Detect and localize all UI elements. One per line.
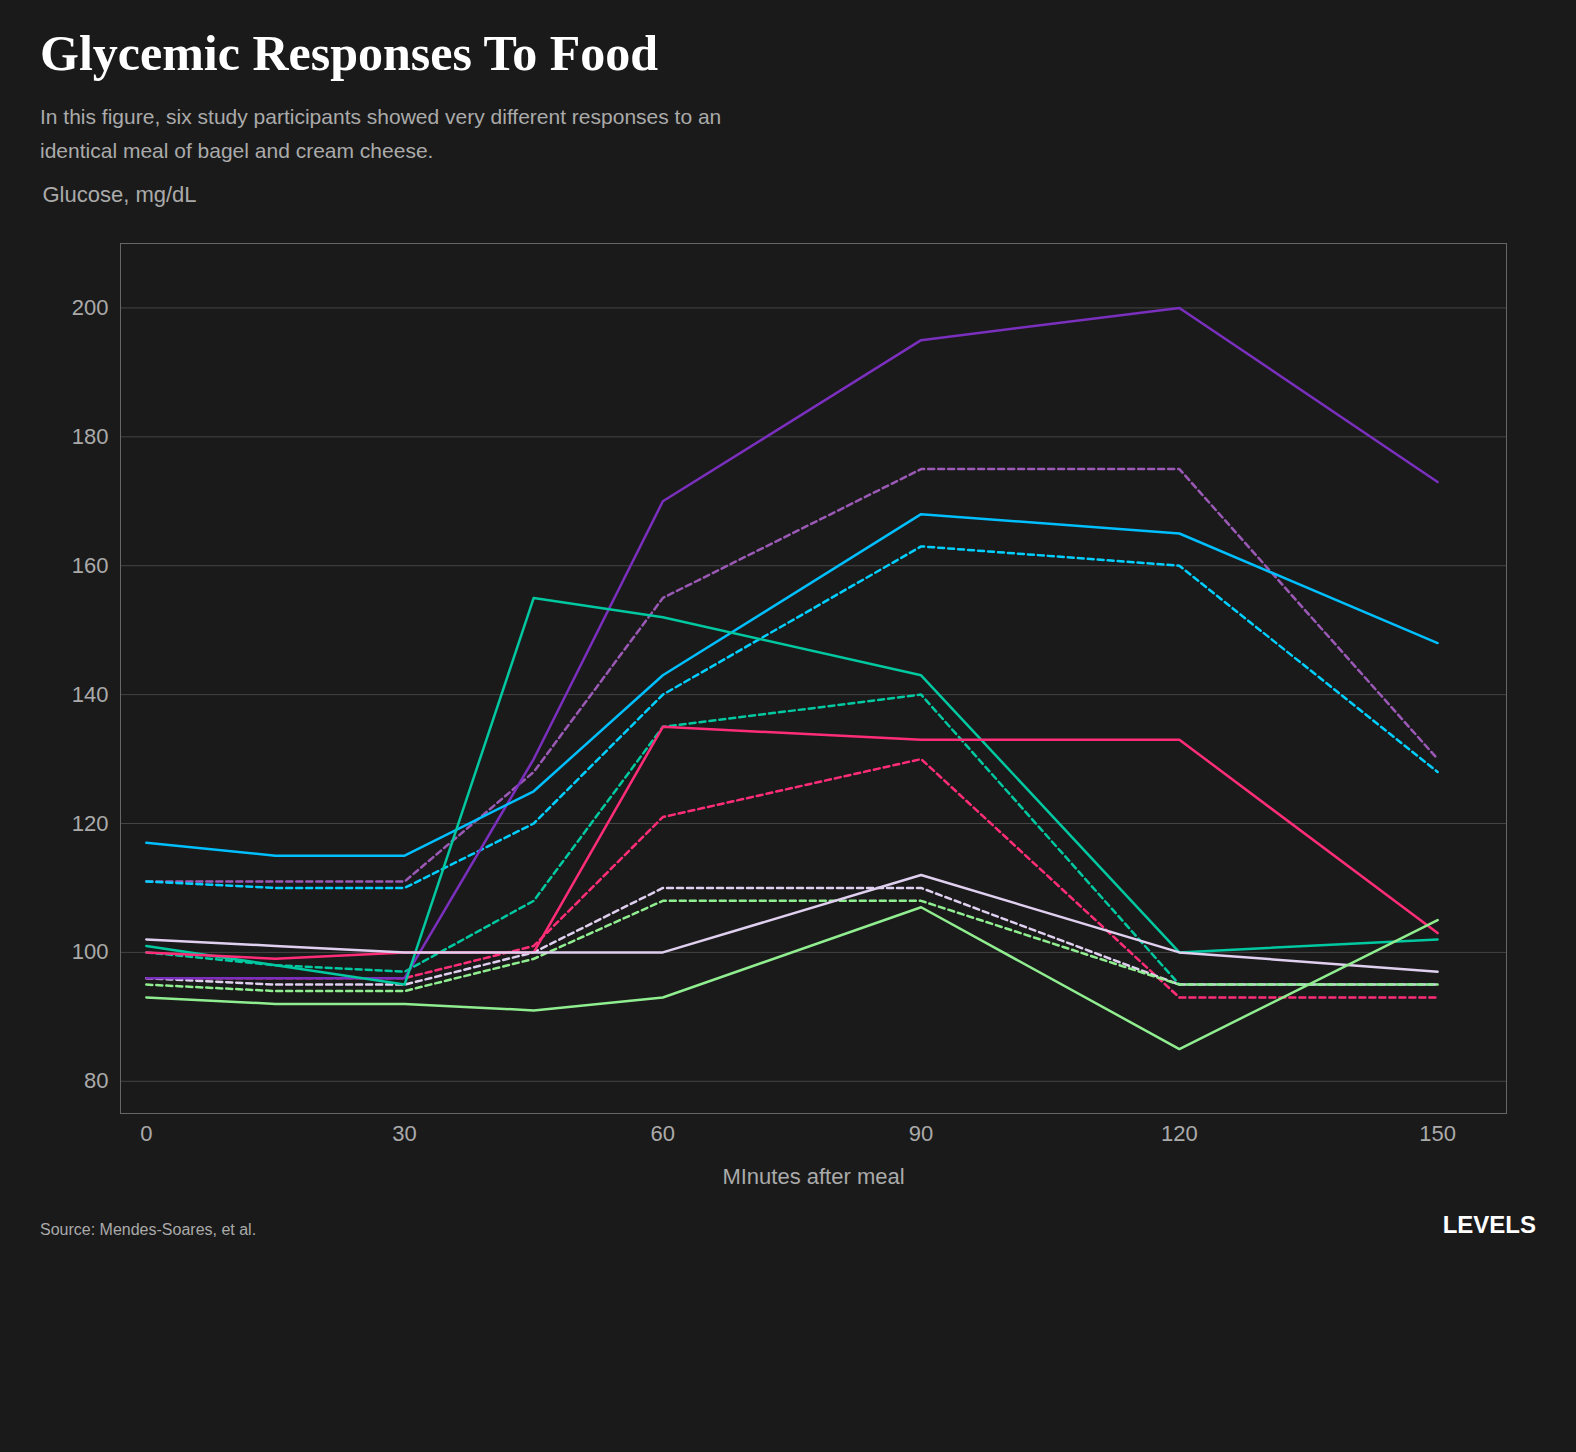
svg-text:160: 160 — [72, 553, 109, 578]
svg-text:90: 90 — [909, 1121, 933, 1146]
svg-text:200: 200 — [72, 295, 109, 320]
svg-text:Glucose, mg/dL: Glucose, mg/dL — [43, 183, 197, 207]
svg-text:80: 80 — [84, 1069, 108, 1094]
svg-text:60: 60 — [651, 1121, 675, 1146]
html-text:Glycemic Responses To Food: Glycemic Responses To Food — [40, 25, 659, 81]
svg-text:MInutes after meal: MInutes after meal — [722, 1164, 904, 1189]
svg-text:150: 150 — [1419, 1121, 1456, 1146]
svg-text:0: 0 — [140, 1121, 152, 1146]
html-text:LEVELS: LEVELS — [1442, 1211, 1536, 1239]
svg-text:120: 120 — [1161, 1121, 1198, 1146]
html-text:In this figure, six study part: In this figure, six study participants s… — [40, 105, 722, 162]
svg-text:100: 100 — [72, 940, 109, 965]
svg-text:180: 180 — [72, 424, 109, 449]
svg-text:30: 30 — [392, 1121, 416, 1146]
svg-text:120: 120 — [72, 811, 109, 836]
svg-text:140: 140 — [72, 682, 109, 707]
html-text:Source: Mendes-Soares, et al.: Source: Mendes-Soares, et al. — [40, 1221, 257, 1239]
